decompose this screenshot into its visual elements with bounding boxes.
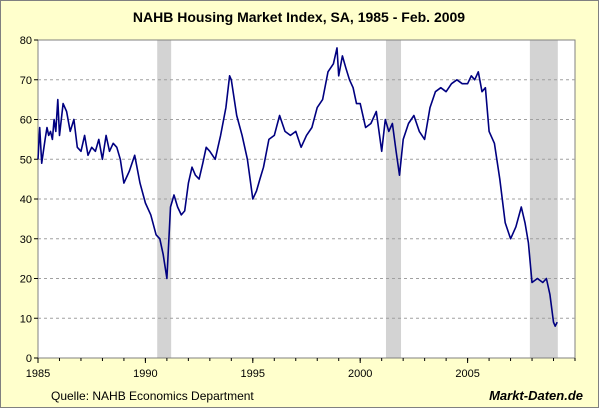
- y-tick-label-0: 0: [26, 353, 32, 365]
- source-note: Quelle: NAHB Economics Department: [51, 389, 254, 403]
- x-tick-label-2000: 2000: [348, 368, 372, 380]
- y-tick-label-60: 60: [20, 115, 32, 127]
- y-tick-label-10: 10: [20, 313, 32, 325]
- brand-label: Markt-Daten.de: [489, 388, 583, 403]
- y-tick-label-40: 40: [20, 194, 32, 206]
- y-tick-label-30: 30: [20, 234, 32, 246]
- x-tick-label-1990: 1990: [133, 368, 157, 380]
- y-tick-label-80: 80: [20, 35, 32, 47]
- y-tick-label-50: 50: [20, 154, 32, 166]
- x-tick-label-2005: 2005: [455, 368, 479, 380]
- axis-labels: 0 10 20 30 40 50 60 70 80 1985 1990 1995 2000 2005: [20, 35, 576, 380]
- x-tick-label-1985: 1985: [26, 368, 50, 380]
- y-tick-label-20: 20: [20, 274, 32, 286]
- chart-title: NAHB Housing Market Index, SA, 1985 - Fe…: [133, 9, 465, 25]
- series-line-1: [37, 47, 558, 328]
- x-tick-label-1995: 1995: [241, 368, 265, 380]
- series-layer: [37, 47, 558, 328]
- y-tick-label-70: 70: [20, 75, 32, 87]
